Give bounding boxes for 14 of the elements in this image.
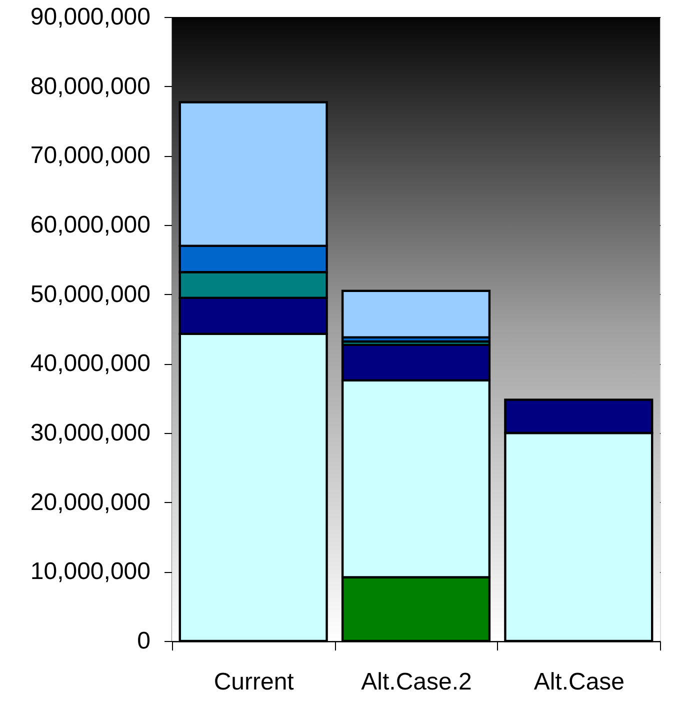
y-tick-label: 40,000,000 (30, 350, 150, 378)
bar (341, 290, 491, 338)
y-tick-label: 10,000,000 (30, 558, 150, 586)
y-tick-label: 50,000,000 (30, 280, 150, 308)
y-tick-label: 60,000,000 (30, 212, 150, 238)
x-tick-label: Current (214, 668, 294, 696)
y-tick-label: 20,000,000 (30, 488, 150, 516)
y-tick-label: 90,000,000 (30, 4, 150, 30)
y-tick-label: 0 (137, 628, 150, 654)
y-tick-label: 30,000,000 (30, 420, 150, 446)
y-tick-label: 80,000,000 (30, 72, 150, 100)
x-tick-label: Alt.Case (534, 668, 625, 696)
x-tick-label: Alt.Case.2 (361, 668, 472, 696)
y-tick-label: 70,000,000 (30, 142, 150, 170)
